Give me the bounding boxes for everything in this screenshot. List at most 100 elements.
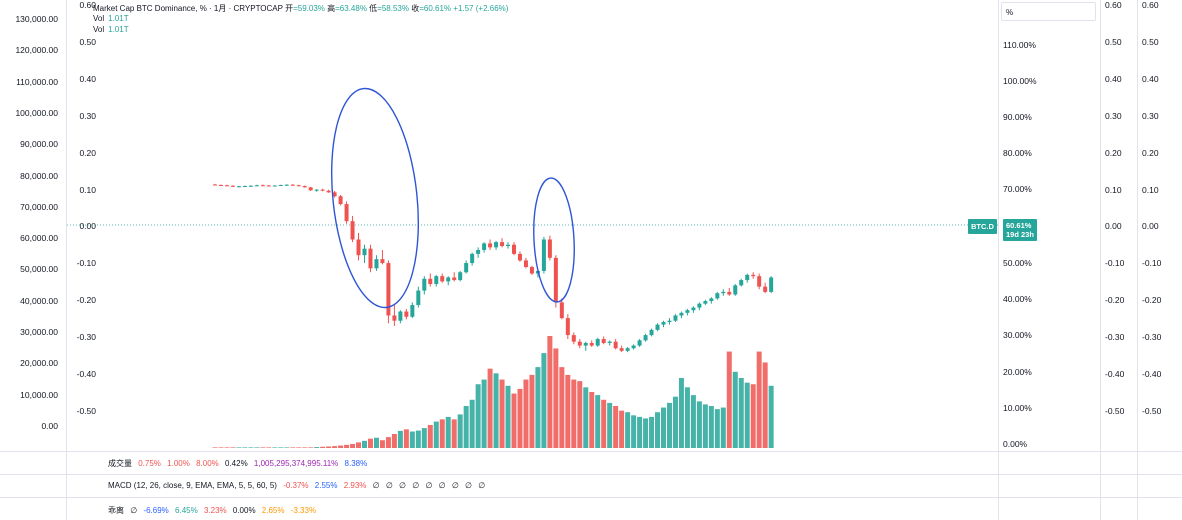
indicator-divergence[interactable]: 乖离 ∅ -6.69% 6.45% 3.23% 0.00% 2.65% -3.3… [108, 505, 320, 516]
right-pct-tick-1: 100.00% [1003, 76, 1037, 86]
vol-value-1: 1.01T [108, 14, 129, 23]
price-plot[interactable] [0, 0, 1182, 452]
macd-empty-5: ∅ [425, 481, 433, 490]
high-value: =63.48% [335, 4, 367, 13]
indicator-divergence-label[interactable]: 乖离 [108, 506, 124, 515]
candle-body-9 [266, 185, 271, 187]
candle-body-57 [553, 257, 558, 303]
right-a-tick-8: -0.20 [1105, 295, 1125, 306]
plot-right-separator [998, 0, 999, 520]
volume-bar-38 [439, 419, 445, 448]
vol-label-2: Vol [93, 25, 105, 34]
candle-body-18 [320, 189, 325, 191]
vol-legend-1[interactable]: Vol 1.01T [93, 14, 129, 23]
indicator-volume-label[interactable]: 成交量 [108, 459, 132, 468]
volume-bar-50 [511, 393, 517, 448]
candle-body-73 [649, 329, 654, 336]
macd-empty-4: ∅ [412, 481, 420, 490]
volume-bar-46 [487, 368, 493, 448]
volume-value-4: 0.42% [225, 459, 248, 468]
candle-body-71 [637, 340, 642, 346]
candle-body-75 [661, 322, 666, 325]
candle-body-78 [679, 312, 684, 316]
volume-bar-37 [433, 421, 439, 448]
volume-bar-88 [738, 378, 744, 448]
volume-bar-78 [678, 378, 684, 448]
volume-bar-30 [391, 434, 397, 448]
candle-body-55 [541, 239, 546, 271]
candle-body-83 [709, 298, 714, 302]
right-a-tick-10: -0.40 [1105, 369, 1125, 379]
right-b-tick-0: 0.60 [1142, 0, 1159, 10]
candle-body-64 [595, 339, 600, 346]
change-value: +1.57 (+2.66%) [453, 4, 509, 13]
symbol-title[interactable]: Market Cap BTC Dominance, % · 1月 · CRYPT… [93, 4, 283, 13]
volume-bar-44 [475, 384, 481, 448]
candle-body-24 [356, 239, 361, 256]
volume-bar-6 [248, 447, 254, 448]
vol-value-2: 1.01T [108, 25, 129, 34]
left-outer-tick-9: 40,000.00 [20, 295, 58, 306]
volume-bar-75 [661, 407, 666, 448]
right-b-tick-9: -0.30 [1142, 332, 1162, 343]
left-inner-tick-8: -0.20 [76, 295, 96, 306]
candle-body-81 [697, 303, 702, 308]
chart-title-bar[interactable]: Market Cap BTC Dominance, % · 1月 · CRYPT… [93, 3, 508, 14]
candle-body-46 [488, 243, 493, 248]
volume-bar-8 [260, 447, 266, 448]
volume-bar-27 [373, 437, 379, 448]
candle-body-67 [613, 341, 618, 349]
volume-bar-12 [284, 447, 290, 448]
volume-bar-4 [236, 447, 242, 448]
candle-body-13 [290, 184, 295, 186]
right-pct-tick-10: 0.00% [1003, 439, 1028, 449]
candle-body-32 [404, 311, 409, 317]
divergence-value-5: 0.00% [232, 506, 256, 515]
indicator-volume[interactable]: 成交量 0.75% 1.00% 8.00% 0.42% 1,005,295,37… [108, 458, 371, 469]
divergence-value-3: 6.45% [175, 506, 198, 515]
left-inner-tick-3: 0.30 [79, 110, 96, 121]
volume-bar-64 [595, 395, 601, 448]
volume-bar-89 [744, 382, 750, 448]
candle-body-70 [631, 345, 636, 349]
candle-body-21 [338, 196, 343, 205]
volume-bar-71 [637, 416, 643, 448]
volume-bar-20 [332, 446, 338, 448]
indicator-macd[interactable]: MACD (12, 26, close, 9, EMA, EMA, 5, 5, … [108, 481, 489, 490]
left-outer-tick-10: 30,000.00 [20, 327, 58, 337]
candle-body-6 [248, 185, 253, 187]
vol-legend-2[interactable]: Vol 1.01T [93, 25, 129, 34]
indicator-macd-label[interactable]: MACD (12, 26, close, 9, EMA, EMA, 5, 5, … [108, 481, 277, 490]
volume-bar-92 [762, 362, 768, 448]
volume-bar-45 [481, 379, 487, 448]
left-outer-tick-0: 130,000.00 [15, 14, 58, 24]
candle-body-77 [673, 315, 678, 321]
volume-value-1: 0.75% [138, 459, 161, 468]
volume-bar-80 [690, 395, 696, 448]
volume-bar-72 [643, 418, 649, 448]
last-price-badge: 60.61% 19d 23h [1003, 219, 1037, 241]
volume-bar-48 [499, 379, 505, 448]
volume-bar-15 [302, 447, 308, 448]
candle-body-5 [242, 186, 247, 188]
percent-scale-box[interactable]: % [1001, 2, 1096, 21]
left-inner-tick-4: 0.20 [79, 147, 96, 158]
low-label: 低 [369, 4, 378, 13]
macd-value-2: 2.55% [314, 481, 338, 490]
right-axis-separator-a [1100, 0, 1101, 520]
left-inner-tick-10: -0.40 [76, 369, 96, 379]
pane-separator-macd [0, 474, 1182, 475]
candle-body-47 [494, 242, 499, 248]
volume-bar-34 [415, 430, 421, 448]
macd-value-1: -0.37% [283, 481, 309, 490]
candle-body-62 [583, 342, 588, 346]
volume-bar-59 [565, 374, 571, 448]
candle-body-82 [703, 301, 708, 304]
candle-body-38 [440, 276, 445, 282]
volume-bar-77 [672, 396, 678, 448]
volume-bar-54 [535, 367, 541, 448]
candle-body-74 [655, 324, 660, 330]
high-label: 高 [327, 4, 336, 13]
volume-bar-67 [613, 406, 619, 448]
right-b-tick-4: 0.20 [1142, 147, 1159, 158]
